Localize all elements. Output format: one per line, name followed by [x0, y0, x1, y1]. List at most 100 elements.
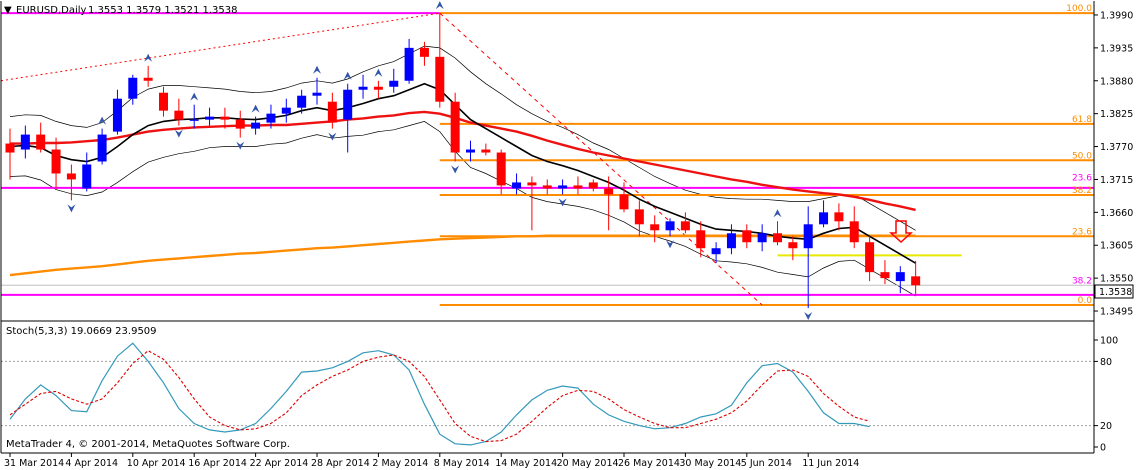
candle-bear: [788, 242, 798, 249]
stoch-signal-line: [9, 350, 870, 443]
candle-bull: [312, 92, 322, 96]
candle-bear: [849, 221, 859, 243]
candle-bear: [450, 101, 460, 153]
fib-level-label-alt: 23.6: [1072, 173, 1092, 183]
candle-bull: [389, 80, 399, 87]
chart-ohlc: 1.3553 1.3579 1.3521 1.3538: [88, 5, 238, 16]
time-tick-label: 14 May 2014: [495, 458, 557, 469]
candles: [5, 13, 921, 309]
price-tick-label: 1.3605: [1100, 241, 1133, 252]
fib-level-label: 38.2: [1072, 186, 1092, 196]
price-tick-label: 1.3990: [1100, 10, 1133, 21]
trend-lines: [0, 12, 763, 306]
price-tick-label: 1.3715: [1100, 175, 1133, 186]
candle-bull: [895, 272, 905, 282]
fractal-down-icon: [328, 132, 337, 141]
time-tick-label: 16 Apr 2014: [188, 458, 247, 469]
candle-bull: [82, 164, 92, 189]
candle-bull: [711, 248, 721, 255]
stoch-tick-label: 0: [1100, 443, 1106, 454]
candle-bear: [36, 134, 46, 150]
candle-bear: [834, 212, 844, 222]
stoch-tick-label: 80: [1100, 357, 1112, 368]
candle-bear: [634, 209, 644, 225]
candle-bull: [343, 89, 353, 120]
trendline-up: [0, 12, 440, 82]
ma-mid: [10, 110, 916, 212]
fractal-down-icon: [558, 198, 567, 207]
down-arrow-icon: [889, 220, 913, 244]
time-tick-label: 2 May 2014: [372, 458, 428, 469]
time-tick-label: 28 Apr 2014: [311, 458, 370, 469]
time-tick-label: 31 Mar 2014: [4, 458, 64, 469]
candle-bull: [726, 233, 736, 249]
fractal-down-icon: [174, 129, 183, 138]
time-tick-label: 11 Jun 2014: [802, 458, 859, 469]
candle-bull: [404, 47, 414, 81]
fractal-down-icon: [451, 165, 460, 174]
time-tick-label: 26 May 2014: [618, 458, 680, 469]
price-tick-label: 1.3825: [1100, 109, 1133, 120]
candle-bear: [911, 276, 921, 286]
stoch-tick-label: 100: [1100, 336, 1118, 347]
price-tick-label: 1.3935: [1100, 43, 1133, 54]
fractal-up-icon: [313, 65, 321, 74]
candle-bear: [220, 116, 230, 120]
candle-bear: [680, 221, 690, 231]
stoch-tick-label: 20: [1100, 421, 1112, 432]
price-tick-label: 1.3495: [1100, 307, 1133, 318]
candle-bull: [819, 212, 829, 225]
candle-bear: [496, 152, 506, 186]
fractal-down-icon: [666, 240, 675, 249]
fractal-up-icon: [374, 68, 383, 77]
fib-level-label-alt: 38.2: [1072, 276, 1092, 286]
candle-bear: [51, 149, 61, 174]
stochastic-panel: 100 80 20 0: [1, 336, 1118, 454]
candle-bull: [512, 182, 522, 189]
time-tick-label: 20 May 2014: [557, 458, 619, 469]
candle-bull: [251, 122, 261, 129]
candle-bear: [865, 242, 875, 273]
candle-bear: [327, 101, 337, 123]
candle-bull: [112, 98, 122, 132]
price-tick-label: 1.3770: [1100, 142, 1133, 153]
fractal-up-icon: [144, 53, 153, 62]
time-tick-label: 8 May 2014: [434, 458, 490, 469]
fib-level-label: 50.0: [1072, 151, 1092, 161]
fib-level-label: 100.0: [1066, 4, 1092, 14]
fractals: [67, 1, 813, 321]
candle-bear: [773, 233, 782, 243]
price-tick-label: 1.3550: [1100, 274, 1133, 285]
stoch-title: Stoch(5,3,3) 19.0669 23.9509: [6, 326, 157, 337]
candle-bull: [97, 134, 107, 162]
fib-level-label: 61.8: [1072, 115, 1092, 125]
candle-bull: [558, 185, 568, 189]
candle-bear: [527, 182, 537, 186]
header-menu-icon[interactable]: ▼: [4, 5, 12, 16]
fractal-down-icon: [67, 204, 76, 213]
fractal-down-icon: [236, 141, 245, 150]
stoch-main-line: [9, 342, 870, 446]
fibonacci-levels: 100.0 61.8 50.0 38.2 23.6 0.0 23.6 38.2: [439, 4, 1094, 307]
candle-bull: [803, 224, 813, 249]
candle-bull: [757, 233, 767, 243]
candle-bear: [143, 77, 153, 81]
candle-bull: [466, 149, 475, 153]
candle-bear: [66, 173, 76, 180]
candle-bull: [266, 113, 276, 123]
fib-level-label: 23.6: [1072, 227, 1092, 237]
candle-bear: [573, 185, 583, 189]
candle-bear: [696, 230, 706, 249]
price-tick-label: 1.3880: [1100, 76, 1133, 87]
time-tick-label: 10 Apr 2014: [127, 458, 186, 469]
fib-diagonal: [439, 12, 763, 306]
time-tick-label: 5 Jun 2014: [741, 458, 792, 469]
candle-bull: [281, 107, 291, 114]
candle-bull: [128, 77, 138, 99]
candle-bear: [604, 188, 614, 195]
current-price-label: 1.3538: [1099, 287, 1132, 298]
fractal-up-icon: [251, 104, 260, 113]
candle-bull: [189, 119, 199, 121]
candle-bear: [742, 230, 752, 243]
